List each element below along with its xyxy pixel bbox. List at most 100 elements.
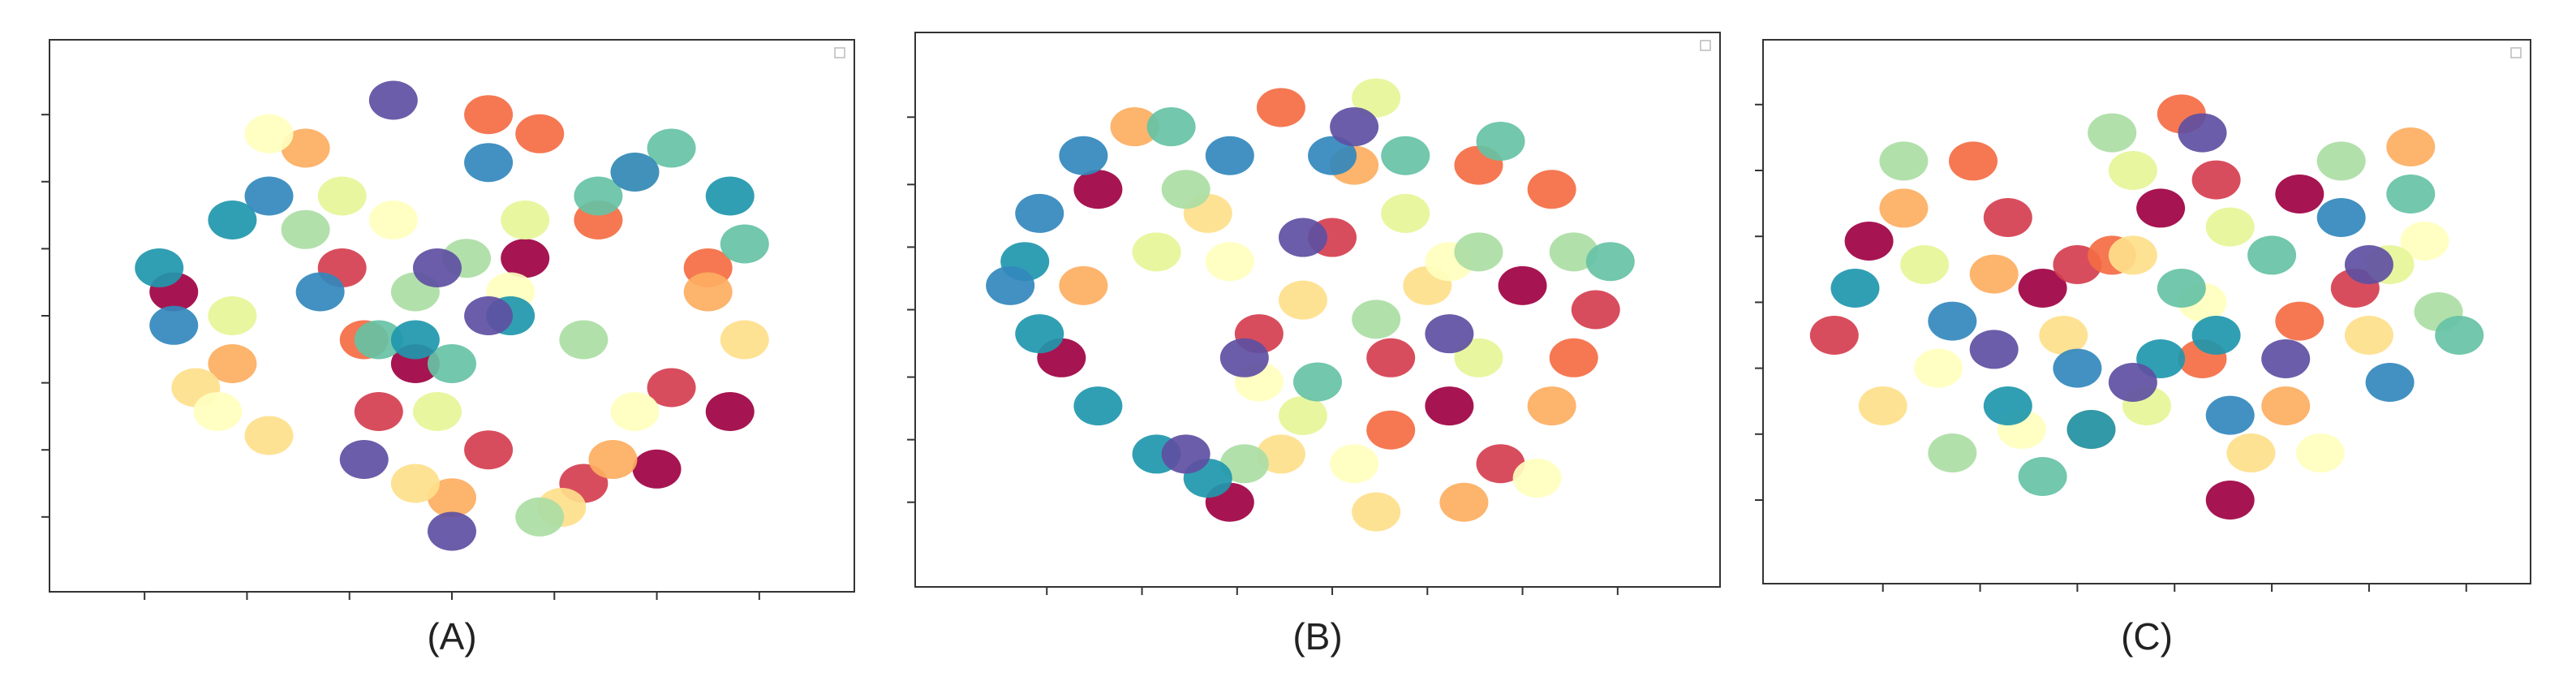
cluster-point bbox=[368, 201, 418, 239]
cluster-point bbox=[1512, 459, 1562, 498]
cluster-point bbox=[464, 95, 514, 135]
cluster-point bbox=[1425, 386, 1474, 426]
cluster-point bbox=[1330, 107, 1379, 147]
cluster-point bbox=[1858, 386, 1907, 425]
panel: (C) bbox=[1755, 39, 2531, 658]
cluster-point bbox=[515, 114, 565, 153]
cluster-point bbox=[1352, 300, 1401, 339]
cluster-point bbox=[1879, 141, 1929, 181]
cluster-point bbox=[2088, 113, 2137, 153]
cluster-point bbox=[2316, 141, 2366, 181]
cluster-point bbox=[244, 114, 294, 153]
cluster-point bbox=[339, 440, 389, 479]
cluster-point bbox=[2435, 316, 2484, 355]
cluster-point bbox=[1330, 444, 1379, 484]
cluster-point bbox=[1366, 410, 1416, 450]
cluster-point bbox=[2275, 175, 2324, 213]
cluster-point bbox=[1205, 136, 1254, 175]
cluster-point bbox=[1161, 170, 1211, 209]
cluster-point bbox=[412, 248, 462, 287]
cluster-point bbox=[705, 392, 755, 431]
cluster-point bbox=[1879, 188, 1929, 228]
cluster-point bbox=[683, 272, 733, 312]
cluster-point bbox=[2136, 188, 2186, 228]
cluster-point bbox=[2191, 316, 2241, 355]
cluster-point bbox=[1571, 290, 1620, 330]
cluster-point bbox=[2039, 316, 2088, 355]
cluster-point bbox=[1844, 222, 1894, 261]
cluster-point bbox=[244, 416, 294, 455]
cluster-point bbox=[632, 449, 682, 489]
cluster-point bbox=[2066, 410, 2116, 449]
cluster-point bbox=[1809, 316, 1859, 355]
cluster-point bbox=[464, 143, 514, 183]
cluster-point bbox=[428, 511, 476, 551]
cluster-point bbox=[1381, 193, 1430, 233]
cluster-point bbox=[1928, 301, 1977, 341]
cluster-point bbox=[244, 176, 294, 216]
cluster-point bbox=[720, 224, 769, 264]
cluster-point bbox=[2018, 269, 2067, 308]
cluster-point bbox=[1527, 386, 1576, 426]
cluster-point bbox=[1476, 444, 1525, 484]
cluster-point bbox=[281, 209, 330, 249]
cluster-point bbox=[705, 176, 755, 216]
cluster-point bbox=[1015, 314, 1064, 354]
cluster-point bbox=[2018, 457, 2067, 496]
cluster-point bbox=[2205, 207, 2255, 247]
cluster-point bbox=[1146, 107, 1196, 147]
cluster-point bbox=[1585, 242, 1635, 282]
cluster-point bbox=[412, 392, 462, 431]
plot-frame bbox=[1762, 39, 2531, 584]
cluster-point bbox=[2053, 348, 2102, 388]
cluster-point bbox=[1059, 265, 1108, 305]
cluster-point bbox=[1161, 434, 1211, 474]
plot-frame bbox=[49, 39, 855, 593]
cluster-point bbox=[1073, 386, 1123, 426]
cluster-point bbox=[281, 128, 330, 168]
cluster-point bbox=[135, 248, 184, 287]
cluster-point bbox=[1983, 198, 2032, 237]
cluster-point bbox=[2205, 481, 2255, 520]
cluster-point bbox=[986, 265, 1035, 305]
cluster-point bbox=[1549, 338, 1598, 377]
cluster-point bbox=[1425, 314, 1474, 354]
cluster-point bbox=[1015, 193, 1064, 233]
cluster-point bbox=[1278, 395, 1327, 435]
cluster-point bbox=[464, 430, 514, 470]
cluster-point bbox=[1352, 492, 1401, 532]
cluster-point bbox=[2261, 386, 2311, 425]
cluster-point bbox=[1900, 245, 1950, 284]
cluster-point bbox=[1278, 218, 1327, 257]
cluster-point bbox=[1256, 88, 1305, 127]
cluster-point bbox=[2247, 235, 2297, 275]
cluster-point bbox=[2344, 245, 2393, 284]
cluster-point bbox=[368, 80, 418, 120]
cluster-point bbox=[1527, 170, 1576, 209]
cluster-point bbox=[428, 478, 476, 518]
cluster-point bbox=[2226, 433, 2276, 472]
cluster-point bbox=[354, 392, 403, 431]
cluster-point bbox=[2316, 198, 2366, 237]
cluster-point bbox=[1059, 136, 1108, 175]
cluster-point bbox=[1498, 265, 1547, 305]
cluster-point bbox=[610, 392, 660, 431]
cluster-point bbox=[1439, 482, 1489, 522]
cluster-point bbox=[1454, 338, 1503, 377]
plot-frame bbox=[914, 32, 1721, 588]
panel-label: (A) bbox=[427, 615, 476, 658]
cluster-point bbox=[1830, 269, 1880, 308]
cluster-point bbox=[390, 464, 440, 503]
cluster-point bbox=[720, 320, 769, 360]
cluster-point bbox=[208, 344, 257, 383]
cluster-point bbox=[2365, 363, 2415, 402]
cluster-point bbox=[1914, 348, 1963, 388]
legend-box bbox=[834, 47, 845, 58]
cluster-point bbox=[588, 440, 638, 479]
cluster-point bbox=[1381, 136, 1430, 175]
cluster-point bbox=[515, 497, 565, 537]
cluster-point bbox=[1308, 136, 1357, 175]
cluster-point bbox=[428, 344, 476, 383]
